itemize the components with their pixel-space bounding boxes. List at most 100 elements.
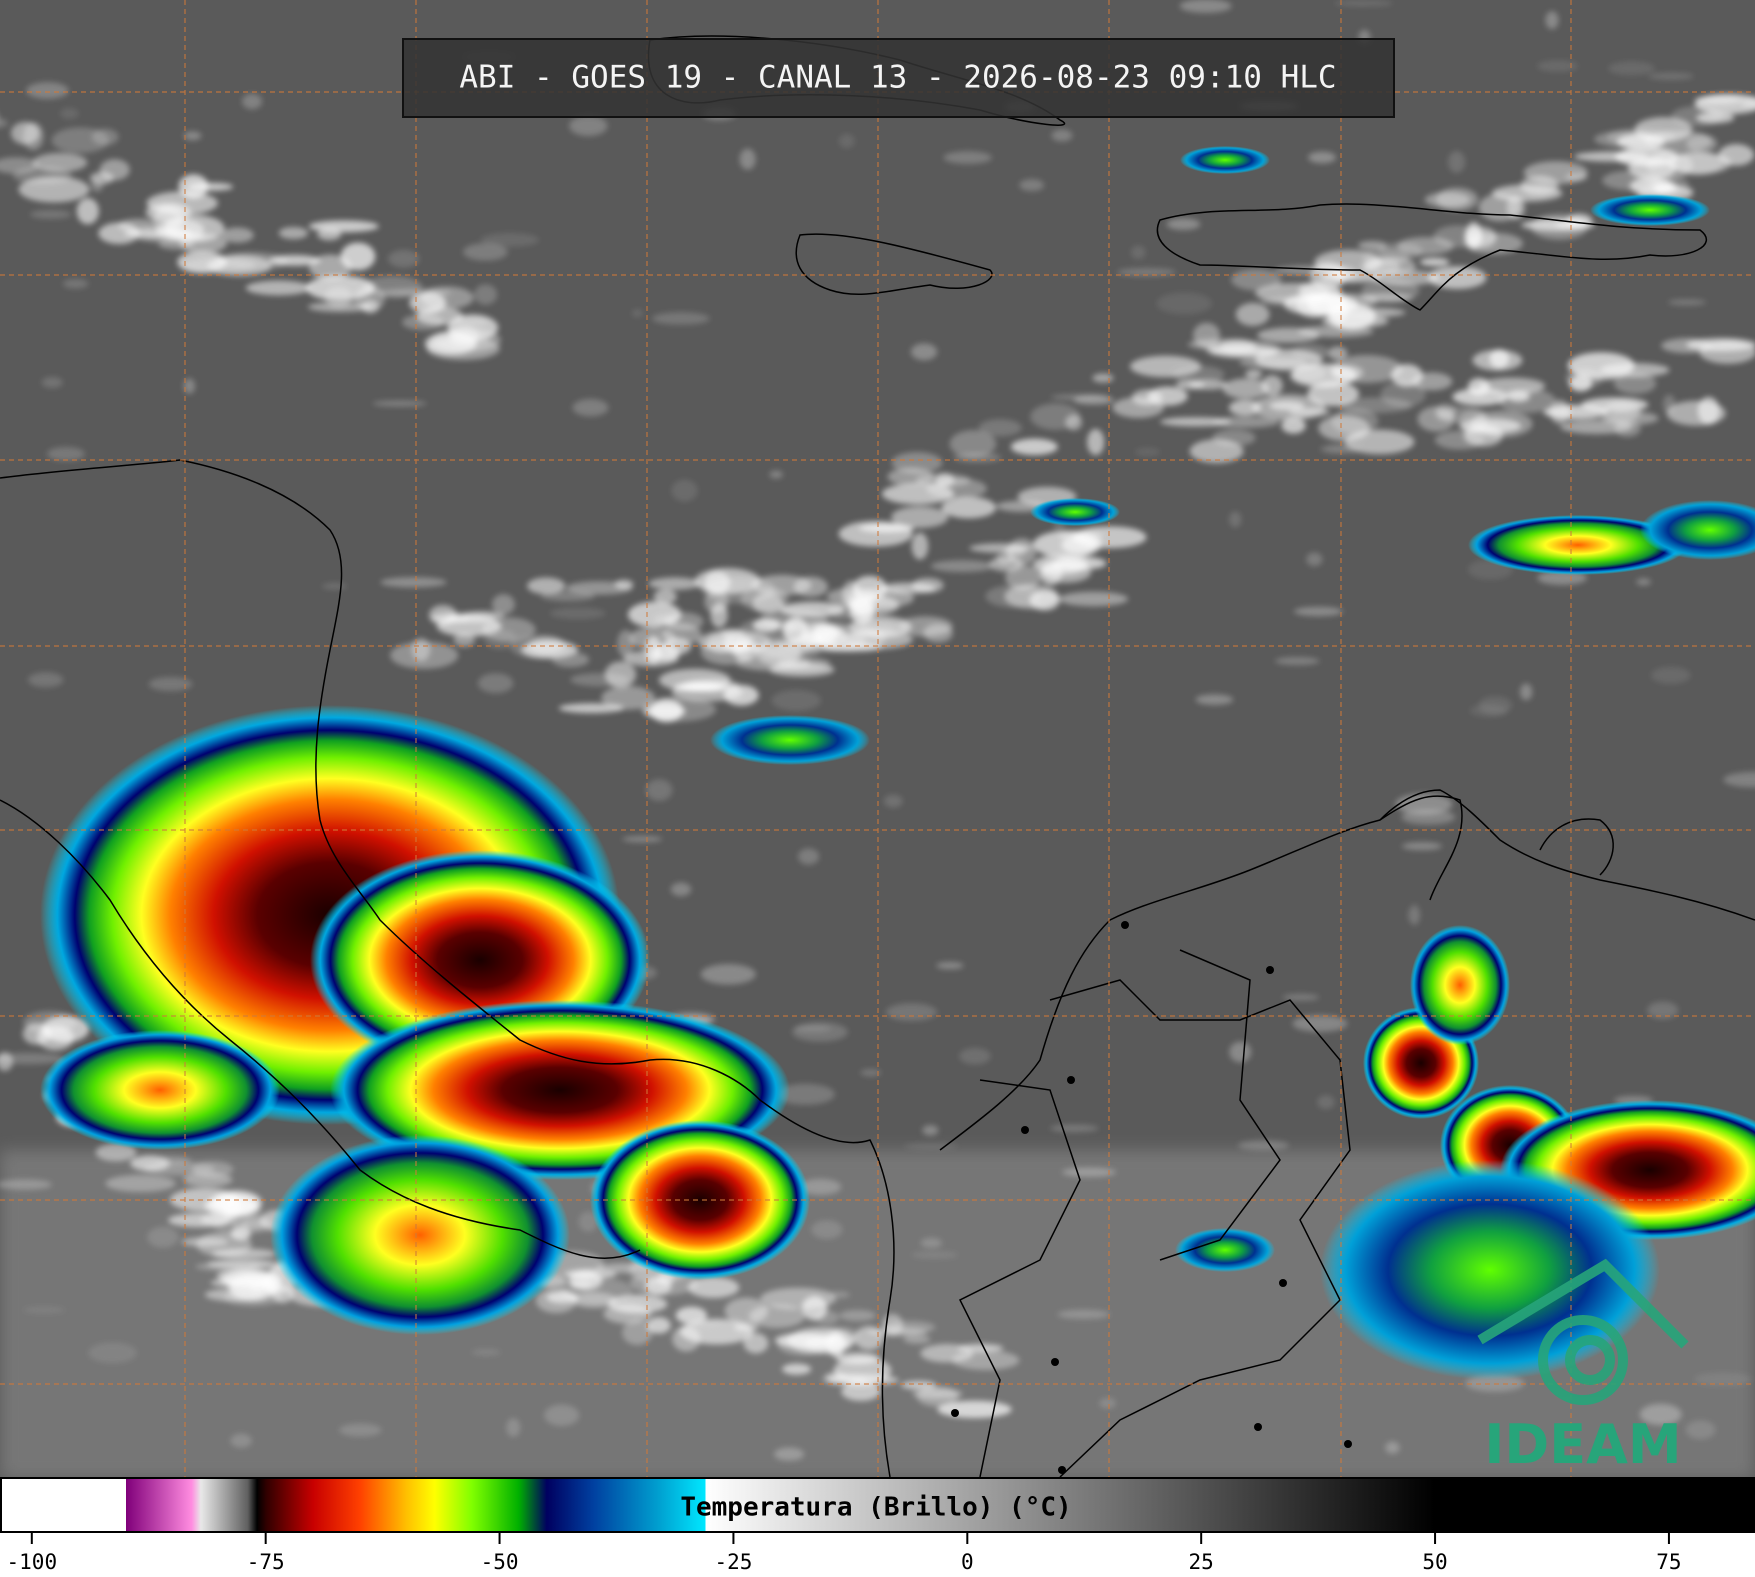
cloud xyxy=(1229,1041,1252,1063)
cloud xyxy=(1581,397,1649,413)
cloud xyxy=(903,1334,931,1344)
cloud xyxy=(222,1269,278,1291)
cloud xyxy=(1092,373,1114,383)
cloud xyxy=(687,1277,740,1298)
cloud xyxy=(76,197,99,225)
cloud xyxy=(308,254,352,280)
cloud xyxy=(462,611,505,621)
cloud xyxy=(884,1320,936,1334)
cloud xyxy=(1019,179,1045,192)
cloud xyxy=(1639,1403,1682,1426)
cloud xyxy=(1172,365,1225,384)
cloud xyxy=(653,589,677,605)
cloud xyxy=(1228,399,1262,416)
cloud xyxy=(372,400,427,407)
cloud xyxy=(1364,256,1417,276)
cloud xyxy=(322,583,347,590)
cloud xyxy=(827,1291,850,1299)
cloud xyxy=(1282,994,1320,1001)
cloud xyxy=(1498,388,1556,413)
cloud xyxy=(1293,606,1343,617)
cloud xyxy=(242,93,263,110)
cloud xyxy=(1661,338,1713,354)
cloud xyxy=(775,1083,835,1105)
cloud xyxy=(230,1433,252,1448)
cloud xyxy=(278,226,309,240)
cloud xyxy=(1606,128,1675,147)
cloud xyxy=(798,848,820,865)
cloud xyxy=(570,1292,618,1308)
cloud xyxy=(1210,346,1278,356)
cloud xyxy=(743,1332,769,1354)
cloud xyxy=(1550,399,1570,424)
cloud xyxy=(771,689,822,711)
cloud xyxy=(839,1309,876,1322)
colorbar-ramp xyxy=(0,1477,1755,1533)
cloud xyxy=(88,1342,137,1364)
cloud xyxy=(1435,187,1479,211)
cloud xyxy=(1261,375,1283,396)
cloud xyxy=(1057,1309,1110,1319)
cloud xyxy=(1274,657,1320,665)
cloud xyxy=(380,577,447,588)
cloud xyxy=(1327,302,1376,330)
cloud xyxy=(672,1326,701,1352)
cloud xyxy=(617,629,635,658)
cloud xyxy=(739,148,756,170)
cloud xyxy=(920,1344,974,1363)
cloud xyxy=(1166,218,1201,230)
cloud xyxy=(1051,129,1073,142)
cloud xyxy=(631,309,643,318)
cloud xyxy=(62,279,89,289)
cloud xyxy=(506,1418,521,1437)
cloud xyxy=(760,1287,836,1310)
title: ABI - GOES 19 - CANAL 13 - 2026-08-23 09… xyxy=(459,60,1336,96)
cloud xyxy=(483,629,517,650)
cloud xyxy=(32,152,88,173)
cloud xyxy=(953,452,1002,463)
cloud xyxy=(1058,591,1129,607)
cloud xyxy=(1260,297,1312,306)
cloud xyxy=(570,1280,592,1289)
cloud xyxy=(1334,0,1393,7)
cloud xyxy=(1062,1167,1117,1177)
cloud xyxy=(1159,417,1232,427)
cloud xyxy=(1648,72,1694,80)
cloud xyxy=(551,652,590,668)
cloud xyxy=(1613,372,1657,395)
cloud xyxy=(641,697,717,722)
cloud xyxy=(904,1143,958,1150)
cloud xyxy=(799,1178,842,1196)
cloud xyxy=(41,376,63,388)
cloud xyxy=(812,624,840,643)
map: IDEAM ABI - GOES 19 - CANAL 13 - 2026-08… xyxy=(0,0,1755,1477)
colorbar-tick-label: 75 xyxy=(1656,1550,1681,1574)
cloud xyxy=(1061,536,1097,554)
cloud xyxy=(154,1155,192,1166)
title-box xyxy=(402,38,1395,118)
cloud xyxy=(1134,447,1161,457)
cloud xyxy=(1694,1372,1752,1386)
cloud xyxy=(911,1251,958,1259)
storm xyxy=(1180,146,1270,174)
cloud xyxy=(706,631,734,654)
cloud xyxy=(1647,1001,1679,1020)
cloud xyxy=(1472,349,1523,371)
cloud xyxy=(838,520,913,547)
cloud xyxy=(1222,378,1270,399)
graticule xyxy=(0,0,1755,1477)
cloud xyxy=(652,312,710,325)
cloud xyxy=(471,1349,501,1356)
cloud xyxy=(1291,344,1330,361)
cloud xyxy=(411,637,431,662)
cloud xyxy=(936,962,964,970)
cloud xyxy=(1574,151,1649,162)
cloud xyxy=(891,451,943,474)
cloud xyxy=(1099,1397,1117,1409)
cloud xyxy=(1229,511,1242,528)
cloud xyxy=(646,1317,671,1334)
cloud xyxy=(1306,552,1323,567)
cloud xyxy=(1357,240,1387,250)
cloud xyxy=(1401,809,1456,825)
